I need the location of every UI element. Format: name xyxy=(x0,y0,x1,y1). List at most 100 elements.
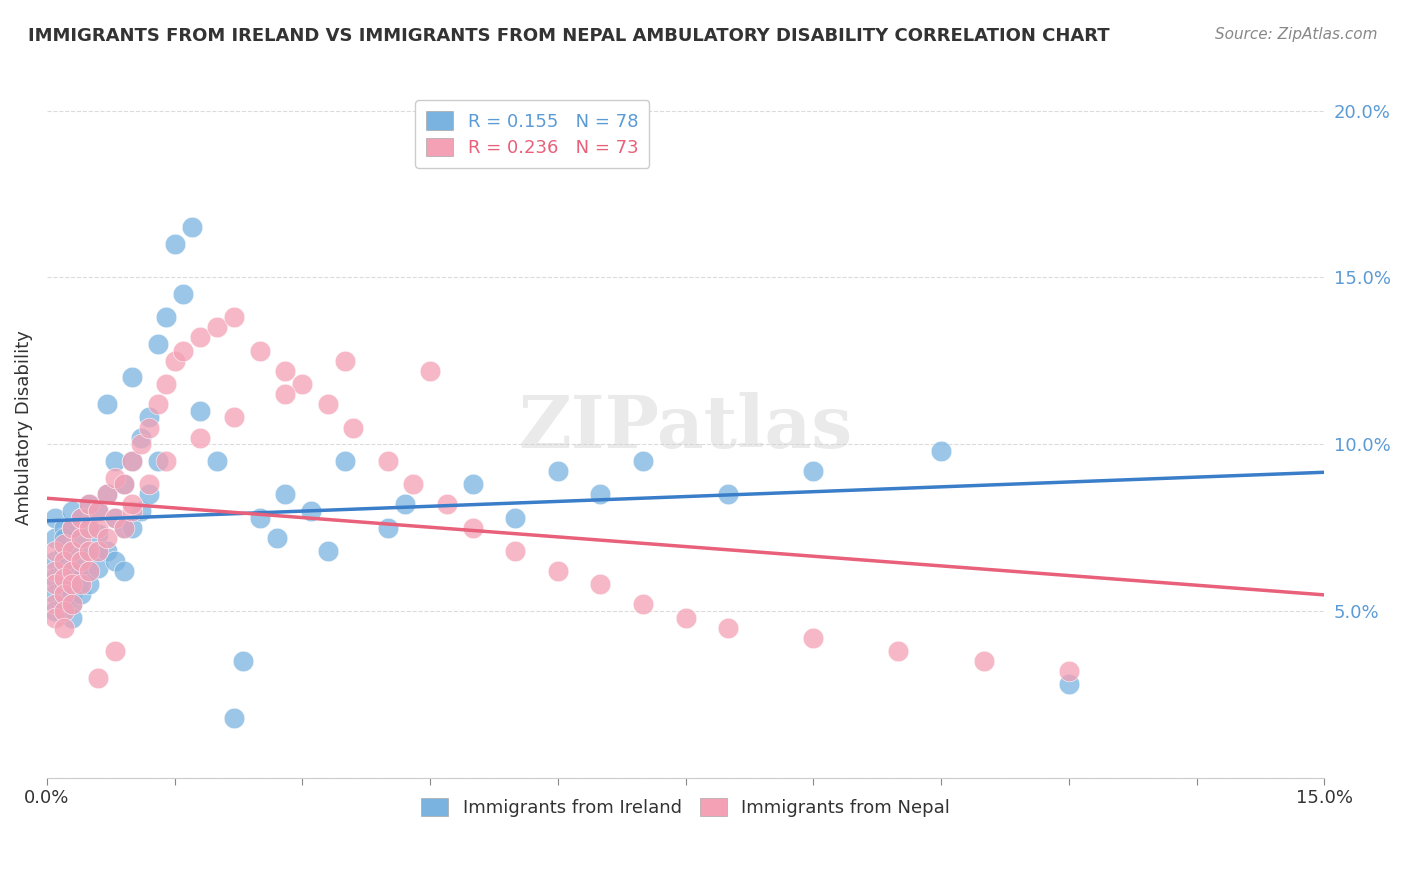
Point xyxy=(589,577,612,591)
Point xyxy=(129,504,152,518)
Point xyxy=(589,487,612,501)
Point xyxy=(52,577,75,591)
Point xyxy=(70,570,93,584)
Point xyxy=(224,710,246,724)
Point xyxy=(52,621,75,635)
Point xyxy=(79,544,101,558)
Text: ZIPatlas: ZIPatlas xyxy=(519,392,852,463)
Point xyxy=(180,220,202,235)
Point xyxy=(62,504,84,518)
Point xyxy=(121,497,143,511)
Point xyxy=(96,531,118,545)
Point xyxy=(52,531,75,545)
Point xyxy=(104,644,127,658)
Point xyxy=(112,564,135,578)
Point xyxy=(717,621,740,635)
Point xyxy=(887,644,910,658)
Point xyxy=(79,564,101,578)
Point xyxy=(62,610,84,624)
Point xyxy=(402,477,425,491)
Point xyxy=(129,437,152,451)
Point xyxy=(274,487,297,501)
Point xyxy=(224,410,246,425)
Point xyxy=(52,587,75,601)
Point xyxy=(70,577,93,591)
Point xyxy=(394,497,416,511)
Point xyxy=(70,510,93,524)
Point xyxy=(44,531,66,545)
Point xyxy=(52,544,75,558)
Point xyxy=(70,554,93,568)
Point xyxy=(52,560,75,574)
Point xyxy=(419,364,441,378)
Point xyxy=(104,510,127,524)
Point xyxy=(87,671,110,685)
Point xyxy=(266,531,288,545)
Point xyxy=(44,570,66,584)
Point xyxy=(96,487,118,501)
Point xyxy=(104,454,127,468)
Point xyxy=(316,397,339,411)
Point xyxy=(929,443,952,458)
Point xyxy=(1057,664,1080,678)
Point xyxy=(249,343,271,358)
Point xyxy=(44,577,66,591)
Point xyxy=(138,420,160,434)
Point xyxy=(163,354,186,368)
Point xyxy=(121,454,143,468)
Point xyxy=(96,487,118,501)
Point xyxy=(62,520,84,534)
Point xyxy=(87,560,110,574)
Point xyxy=(121,370,143,384)
Point xyxy=(188,430,211,444)
Point xyxy=(316,544,339,558)
Point xyxy=(52,604,75,618)
Point xyxy=(87,504,110,518)
Point xyxy=(112,520,135,534)
Point xyxy=(299,504,322,518)
Point xyxy=(291,377,314,392)
Point xyxy=(188,404,211,418)
Point xyxy=(172,287,194,301)
Point xyxy=(52,520,75,534)
Point xyxy=(44,604,66,618)
Point xyxy=(44,597,66,611)
Point xyxy=(274,387,297,401)
Point xyxy=(62,560,84,574)
Point xyxy=(461,520,484,534)
Point xyxy=(138,410,160,425)
Point xyxy=(801,464,824,478)
Point xyxy=(70,587,93,601)
Point xyxy=(146,397,169,411)
Point xyxy=(79,577,101,591)
Point xyxy=(503,544,526,558)
Point xyxy=(87,544,110,558)
Point xyxy=(62,544,84,558)
Point xyxy=(377,454,399,468)
Point xyxy=(44,544,66,558)
Point xyxy=(436,497,458,511)
Point xyxy=(146,337,169,351)
Point xyxy=(52,597,75,611)
Point xyxy=(121,454,143,468)
Point xyxy=(52,587,75,601)
Point xyxy=(87,527,110,541)
Point xyxy=(112,477,135,491)
Point xyxy=(503,510,526,524)
Point xyxy=(44,610,66,624)
Point xyxy=(155,454,177,468)
Point xyxy=(79,544,101,558)
Point xyxy=(205,454,228,468)
Point xyxy=(121,504,143,518)
Point xyxy=(79,520,101,534)
Point xyxy=(129,430,152,444)
Point xyxy=(631,597,654,611)
Point xyxy=(62,597,84,611)
Point xyxy=(342,420,364,434)
Point xyxy=(52,554,75,568)
Point xyxy=(205,320,228,334)
Point xyxy=(104,470,127,484)
Point xyxy=(461,477,484,491)
Point xyxy=(333,454,356,468)
Point xyxy=(44,587,66,601)
